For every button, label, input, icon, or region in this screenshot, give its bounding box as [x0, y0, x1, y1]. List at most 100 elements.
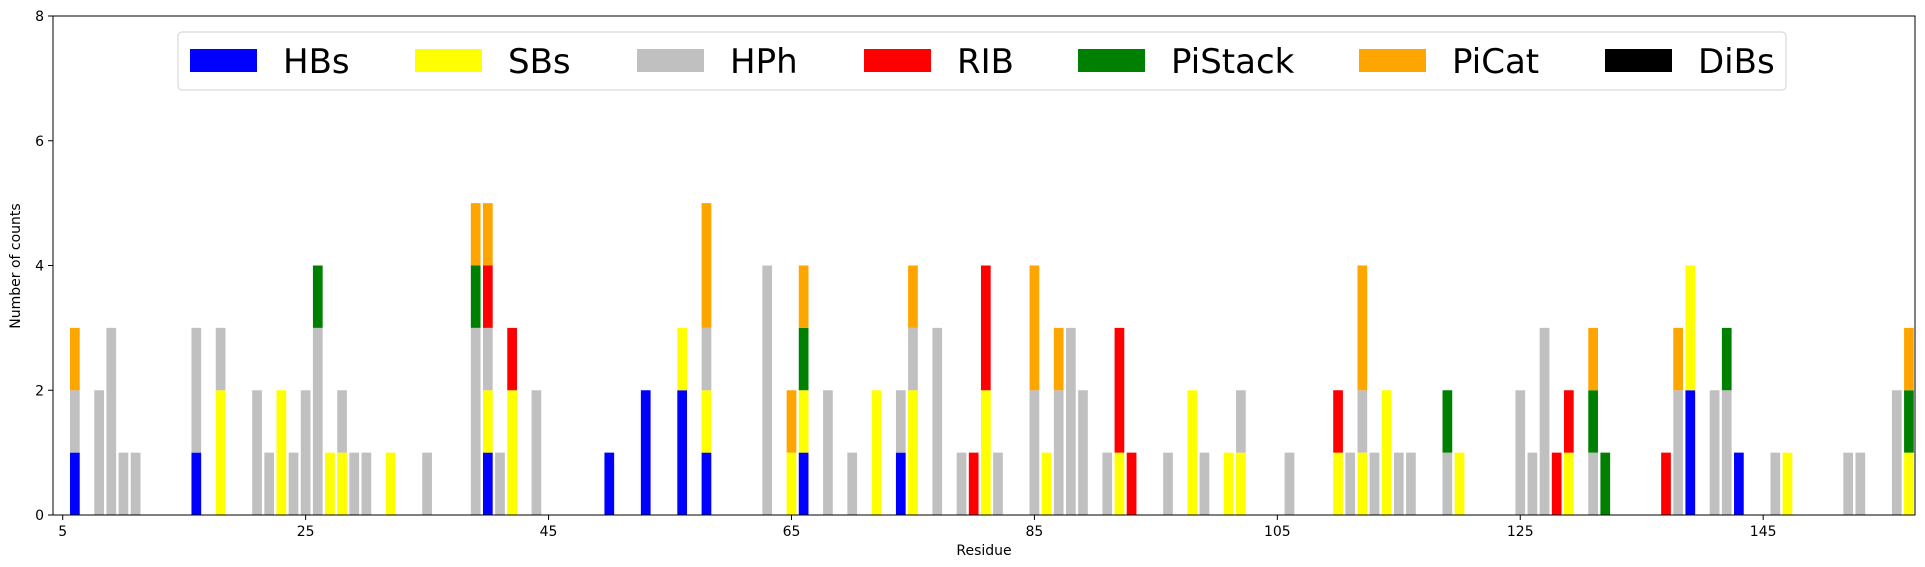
bar-segment-sbs-65 [786, 452, 797, 515]
bar-segment-rib-81 [980, 265, 991, 391]
bar-segment-rib-80 [968, 452, 979, 515]
bar-segment-picat-85 [1029, 265, 1040, 391]
bar-segment-hph-70 [847, 452, 858, 515]
x-tick-label: 85 [1025, 524, 1043, 540]
bar-segment-hph-89 [1078, 390, 1088, 515]
bar-segment-hph-18 [215, 327, 226, 391]
bar-segment-hph-96 [1163, 452, 1173, 515]
bar-segment-pistack-131 [1588, 390, 1598, 453]
bar-segment-hph-82 [993, 452, 1003, 515]
bar-segment-hph-28 [337, 390, 347, 453]
bar-segment-hph-41 [495, 452, 505, 515]
y-tick-label: 4 [35, 259, 44, 275]
bar-segment-picat-87 [1053, 327, 1064, 391]
bar-segment-rib-42 [507, 327, 517, 391]
bar-segment-hph-85 [1029, 390, 1040, 515]
bar-segment-rib-128 [1551, 452, 1562, 515]
bar-segment-sbs-27 [325, 452, 335, 515]
bar-segment-picat-65 [786, 390, 797, 453]
bar-segment-hph-146 [1770, 452, 1781, 515]
bar-segment-pistack-26 [312, 265, 323, 328]
bar-segment-sbs-114 [1381, 390, 1392, 515]
x-tick-label: 105 [1264, 524, 1291, 540]
bar-segment-hph-127 [1539, 327, 1550, 515]
bar-segment-hph-125 [1515, 390, 1526, 515]
bar-segment-sbs-102 [1236, 452, 1246, 515]
bar-segment-hph-99 [1199, 452, 1210, 515]
bar-segment-hph-141 [1709, 390, 1720, 515]
bar-segment-hbs-56 [677, 390, 688, 515]
bar-segment-sbs-66 [798, 390, 809, 453]
bar-segment-sbs-92 [1114, 452, 1125, 515]
bar-segment-picat-138 [1673, 327, 1684, 391]
bar-segment-sbs-40 [482, 390, 493, 453]
bar-segment-pistack-119 [1442, 390, 1453, 453]
legend-swatch-hbs [190, 49, 257, 72]
bar-segment-hph-6 [70, 390, 80, 453]
bar-segment-hph-63 [762, 265, 773, 515]
x-axis: 5 25 45 65 85 105 125 145 [58, 515, 1777, 540]
x-axis-label: Residue [956, 543, 1011, 559]
x-tick-label: 125 [1507, 524, 1534, 540]
bar-segment-pistack-142 [1721, 327, 1732, 391]
bar-segment-hph-88 [1065, 327, 1076, 515]
bar-segment-hbs-40 [482, 452, 493, 515]
legend-label-pistack: PiStack [1171, 42, 1295, 82]
bar-segment-hbs-66 [798, 452, 809, 515]
bar-segment-hph-152 [1843, 452, 1854, 515]
bar-segment-sbs-157 [1904, 452, 1914, 515]
bar-segment-hph-30 [361, 452, 372, 515]
bar-segment-hph-25 [300, 390, 311, 515]
bar-segment-hph-74 [895, 390, 906, 453]
y-axis: 0 2 4 6 8 [35, 9, 53, 524]
bar-segment-hbs-139 [1685, 390, 1696, 515]
legend: HBs SBs HPh RIB PiStack PiCat DiBs [177, 31, 1787, 91]
bar-segment-picat-6 [70, 327, 80, 391]
bar-segment-sbs-72 [871, 390, 882, 515]
bar-segment-hph-26 [312, 327, 323, 515]
bar-segment-hph-68 [823, 390, 833, 515]
x-tick-label: 25 [297, 524, 315, 540]
bar-segment-sbs-101 [1223, 452, 1234, 515]
bar-segment-hph-131 [1588, 452, 1598, 515]
bar-segment-sbs-147 [1782, 452, 1793, 515]
bar-segment-hph-106 [1284, 452, 1295, 515]
legend-label-rib: RIB [957, 42, 1014, 82]
bars-layer [70, 203, 1914, 515]
bar-segment-hph-21 [252, 390, 262, 515]
bar-segment-hbs-143 [1734, 452, 1744, 515]
bar-segment-sbs-86 [1041, 452, 1052, 515]
bar-segment-hph-112 [1357, 390, 1368, 453]
bar-segment-hph-119 [1442, 452, 1453, 515]
bar-segment-sbs-23 [276, 390, 287, 515]
bar-segment-hph-44 [531, 390, 542, 515]
bar-segment-hph-153 [1855, 452, 1866, 515]
bar-segment-sbs-120 [1454, 452, 1465, 515]
legend-label-hbs: HBs [283, 42, 350, 82]
bar-segment-sbs-18 [215, 390, 226, 515]
y-tick-label: 0 [35, 508, 44, 524]
bar-segment-hph-113 [1369, 452, 1380, 515]
bar-segment-hph-111 [1345, 452, 1356, 515]
bar-segment-hbs-53 [640, 390, 651, 515]
bar-segment-picat-40 [482, 203, 493, 266]
legend-swatch-picat [1359, 49, 1426, 72]
bar-segment-picat-131 [1588, 327, 1598, 391]
bar-segment-hph-9 [106, 327, 117, 515]
legend-swatch-dibs [1605, 49, 1672, 72]
bar-segment-hph-35 [422, 452, 432, 515]
bar-segment-hbs-58 [701, 452, 712, 515]
bar-segment-rib-40 [482, 265, 493, 328]
bar-segment-hph-116 [1406, 452, 1416, 515]
bar-segment-sbs-139 [1685, 265, 1696, 391]
bar-segment-hph-75 [908, 327, 918, 391]
bar-segment-sbs-81 [980, 390, 991, 515]
bar-segment-hph-77 [932, 327, 943, 515]
bar-segment-hph-156 [1891, 390, 1902, 515]
bar-segment-hph-102 [1236, 390, 1246, 453]
bar-segment-hph-40 [482, 327, 493, 391]
bar-segment-picat-157 [1904, 327, 1914, 391]
bar-segment-hbs-74 [895, 452, 906, 515]
bar-segment-hph-29 [349, 452, 360, 515]
